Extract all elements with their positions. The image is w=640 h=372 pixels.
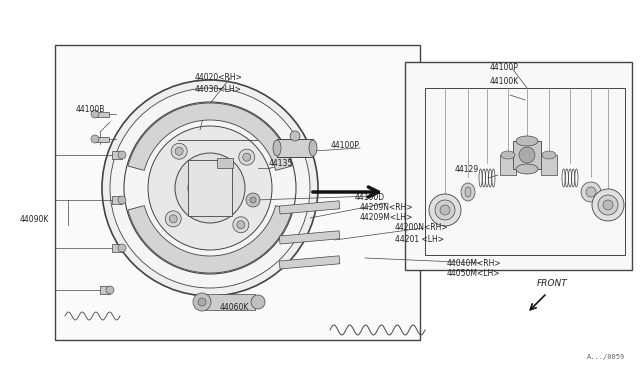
Circle shape bbox=[246, 193, 260, 207]
Text: 44020<RH>: 44020<RH> bbox=[195, 73, 243, 81]
Bar bbox=[500, 155, 516, 175]
Text: 44201 <LH>: 44201 <LH> bbox=[395, 234, 444, 244]
Text: 44129: 44129 bbox=[455, 166, 479, 174]
Text: 44100P: 44100P bbox=[490, 64, 519, 73]
Circle shape bbox=[118, 244, 126, 252]
Bar bbox=[279, 201, 340, 214]
Circle shape bbox=[165, 211, 181, 227]
Circle shape bbox=[290, 131, 300, 141]
Circle shape bbox=[175, 153, 245, 223]
Circle shape bbox=[118, 196, 126, 204]
Circle shape bbox=[233, 217, 249, 233]
Circle shape bbox=[148, 126, 272, 250]
Bar bbox=[217, 158, 233, 168]
Text: 44050M<LH>: 44050M<LH> bbox=[447, 269, 500, 279]
Circle shape bbox=[102, 80, 318, 296]
Bar bbox=[405, 62, 632, 270]
Bar bbox=[112, 151, 122, 159]
Bar bbox=[425, 88, 625, 255]
Text: FRONT: FRONT bbox=[537, 279, 568, 288]
Bar bbox=[55, 45, 420, 340]
Bar bbox=[277, 139, 313, 157]
Circle shape bbox=[197, 175, 223, 201]
Bar bbox=[541, 155, 557, 175]
Text: 44100P: 44100P bbox=[331, 141, 360, 151]
Circle shape bbox=[198, 298, 206, 306]
Circle shape bbox=[250, 197, 256, 203]
Circle shape bbox=[237, 221, 245, 229]
Bar bbox=[95, 112, 109, 117]
Bar bbox=[100, 286, 110, 294]
Ellipse shape bbox=[309, 140, 317, 156]
Bar bbox=[95, 137, 109, 142]
Text: 44100K: 44100K bbox=[490, 77, 519, 87]
Polygon shape bbox=[128, 206, 292, 273]
Text: 44100D: 44100D bbox=[355, 192, 385, 202]
Bar bbox=[513, 141, 541, 169]
Circle shape bbox=[592, 189, 624, 221]
Text: 44100B: 44100B bbox=[76, 106, 106, 115]
Bar bbox=[112, 244, 122, 252]
Bar bbox=[188, 160, 232, 216]
Ellipse shape bbox=[516, 136, 538, 146]
Bar bbox=[205, 294, 255, 310]
Bar bbox=[279, 256, 340, 269]
Circle shape bbox=[188, 166, 232, 210]
Circle shape bbox=[251, 295, 265, 309]
Circle shape bbox=[91, 135, 99, 143]
Text: 44209M<LH>: 44209M<LH> bbox=[360, 214, 413, 222]
Ellipse shape bbox=[273, 140, 281, 156]
Ellipse shape bbox=[465, 187, 471, 197]
Circle shape bbox=[581, 182, 601, 202]
Text: 44200N<RH>: 44200N<RH> bbox=[395, 224, 449, 232]
Ellipse shape bbox=[461, 183, 475, 201]
Circle shape bbox=[429, 194, 461, 226]
Circle shape bbox=[598, 195, 618, 215]
Ellipse shape bbox=[501, 151, 515, 159]
Ellipse shape bbox=[516, 164, 538, 174]
Circle shape bbox=[118, 151, 126, 159]
Circle shape bbox=[106, 286, 114, 294]
Text: 44030<LH>: 44030<LH> bbox=[195, 84, 242, 93]
Circle shape bbox=[440, 205, 450, 215]
Circle shape bbox=[171, 143, 187, 159]
Circle shape bbox=[110, 88, 310, 288]
Text: 44060K: 44060K bbox=[220, 302, 250, 311]
Circle shape bbox=[175, 147, 183, 155]
Text: A.../0059: A.../0059 bbox=[587, 354, 625, 360]
Bar bbox=[112, 196, 122, 204]
Circle shape bbox=[519, 147, 535, 163]
Polygon shape bbox=[128, 103, 292, 170]
Circle shape bbox=[243, 153, 251, 161]
Circle shape bbox=[193, 293, 211, 311]
Circle shape bbox=[435, 200, 455, 220]
Text: 44209N<RH>: 44209N<RH> bbox=[360, 202, 413, 212]
Bar bbox=[279, 231, 340, 244]
Text: 44040M<RH>: 44040M<RH> bbox=[447, 259, 502, 267]
Circle shape bbox=[603, 200, 613, 210]
Circle shape bbox=[239, 149, 255, 165]
Circle shape bbox=[91, 110, 99, 118]
Text: 44135: 44135 bbox=[269, 158, 293, 167]
Ellipse shape bbox=[542, 151, 556, 159]
Circle shape bbox=[169, 215, 177, 223]
Text: 44090K: 44090K bbox=[20, 215, 49, 224]
Circle shape bbox=[586, 187, 596, 197]
